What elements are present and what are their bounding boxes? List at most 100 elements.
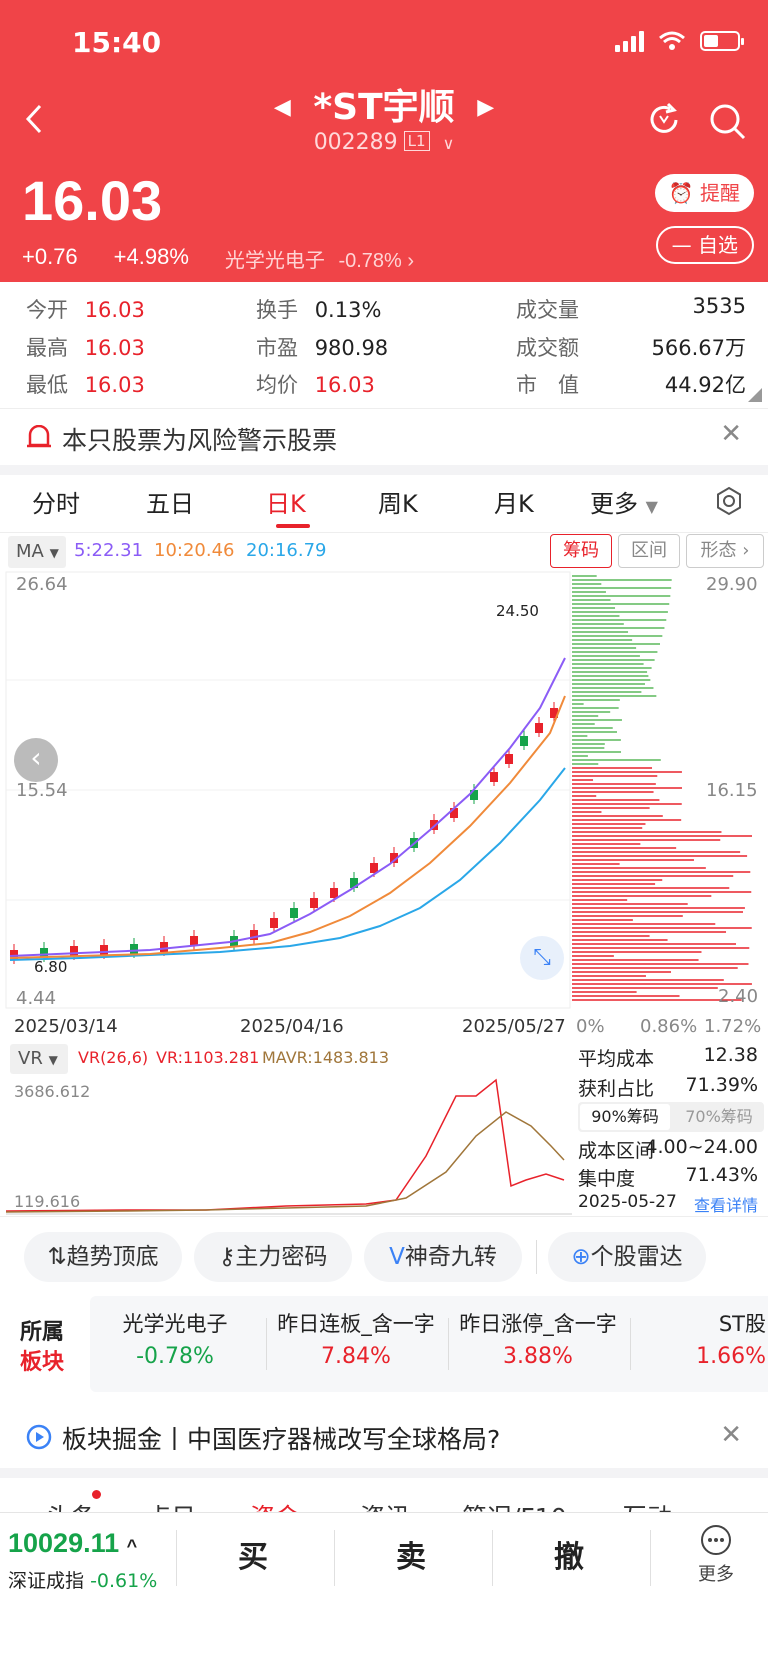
radar-label: 个股雷达 [590, 1244, 683, 1270]
sector-link[interactable]: 光学光电子 -0.78% › [225, 244, 414, 273]
dist-tick-2: 1.72% [704, 1016, 762, 1037]
avg-cost-label: 平均成本 [578, 1048, 655, 1070]
chevron-icon: ᐯ [389, 1244, 405, 1270]
ma5-line [9, 657, 566, 957]
divider [176, 1530, 177, 1586]
tab-more[interactable]: 更多 ▼ [590, 484, 658, 519]
open-item: 今开 16.03 [26, 294, 145, 324]
warning-bell-icon [27, 425, 51, 448]
more-button[interactable]: 更多 [686, 1524, 746, 1586]
low-label: 最低 [26, 373, 68, 397]
sector-list: 光学光电子 -0.78% 昨日连板_含一字 7.84% 昨日涨停_含一字 3.8… [90, 1296, 768, 1392]
sector-item[interactable]: 昨日连板_含一字 7.84% [268, 1308, 444, 1369]
fullscreen-icon[interactable]: ⤡ [520, 936, 564, 980]
info-tab-funds[interactable]: 资金 [250, 1498, 300, 1514]
stock-radar-button[interactable]: ⊕个股雷达 [548, 1232, 706, 1282]
index-change: -0.61% [90, 1570, 158, 1592]
watchlist-button[interactable]: — 自选 [655, 226, 754, 264]
chevron-up-icon: ^ [126, 1536, 138, 1556]
chip-tab-90[interactable]: 90%筹码 [580, 1104, 670, 1130]
tab-daily-k[interactable]: 日K [266, 490, 306, 518]
volume-label-wrap: 成交量 [516, 294, 579, 324]
warning-text: 本只股票为风险警示股票 [62, 426, 338, 455]
vr-param: VR(26,6) [78, 1048, 149, 1067]
range-button[interactable]: 区间 [618, 534, 680, 568]
pe-item: 市盈 980.98 [256, 332, 388, 362]
sector-item-change: -0.78% [136, 1344, 214, 1369]
mcap-label-wrap: 市 值 [516, 369, 579, 399]
info-tab-f10[interactable]: 简况/F10 [462, 1498, 567, 1514]
volume-label: 成交量 [516, 298, 579, 322]
info-tab-interact[interactable]: 互动 [622, 1498, 672, 1514]
refresh-icon[interactable] [646, 102, 682, 138]
index-name-row: 深证成指 -0.61% [8, 1566, 157, 1593]
low-value: 16.03 [84, 373, 145, 397]
stock-code-row[interactable]: 002289 L1 ∨ [0, 130, 768, 155]
next-stock-icon[interactable]: ▶ [477, 95, 495, 120]
info-tab-headline[interactable]: 头条 [46, 1498, 96, 1514]
sector-title-2: 板块 [20, 1350, 65, 1375]
tab-weekly-k[interactable]: 周K [378, 490, 418, 518]
sector-item[interactable]: 光学光电子 -0.78% [90, 1308, 260, 1369]
chevron-down-icon: ∨ [442, 134, 455, 153]
trend-top-bottom-button[interactable]: ⇅趋势顶底 [24, 1232, 182, 1282]
settings-icon[interactable] [714, 486, 744, 516]
date-mid: 2025/04/16 [240, 1016, 344, 1037]
pattern-label: 形态 [700, 540, 737, 561]
ma20-value: 20:16.79 [246, 540, 327, 561]
concentration-label: 集中度 [578, 1168, 636, 1190]
more-label: 更多 [698, 1564, 734, 1585]
chip-tab-70[interactable]: 70%筹码 [685, 1107, 753, 1126]
close-icon[interactable]: ✕ [720, 1420, 742, 1450]
kline-chart[interactable] [0, 568, 768, 1012]
vr-label: VR [18, 1048, 43, 1069]
turnover-value: 0.13% [314, 298, 382, 322]
risk-warning-bar[interactable]: 本只股票为风险警示股票 ✕ [0, 409, 768, 465]
sector-item-name: ST股 [718, 1312, 766, 1336]
high-item: 最高 16.03 [26, 332, 145, 362]
tab-five-day[interactable]: 五日 [146, 490, 194, 518]
divider [536, 1240, 537, 1274]
alert-button[interactable]: ⏰ 提醒 [654, 174, 754, 212]
buy-button[interactable]: 买 [238, 1540, 268, 1575]
low-item: 最低 16.03 [26, 369, 145, 399]
divider [266, 1318, 267, 1370]
index-value[interactable]: 10029.11 ^ [8, 1528, 137, 1559]
news-bar[interactable]: 板块掘金丨中国医疗器械改写全球格局? ✕ [0, 1408, 768, 1468]
chip-button[interactable]: 筹码 [550, 534, 612, 568]
sector-item[interactable]: ST股 1.66% [638, 1308, 768, 1369]
prev-stock-icon[interactable]: ◀ [273, 95, 291, 120]
vr-selector[interactable]: VR ▼ [10, 1044, 68, 1074]
magic-nine-button[interactable]: ᐯ神奇九转 [364, 1232, 522, 1282]
back-icon[interactable] [22, 102, 46, 136]
tab-monthly-k[interactable]: 月K [494, 490, 534, 518]
main-force-code-button[interactable]: ⚷主力密码 [194, 1232, 352, 1282]
mavr-value: MAVR:1483.813 [262, 1048, 390, 1067]
y-axis-mid: 15.54 [16, 780, 68, 801]
info-tab-news[interactable]: 资讯 [360, 1498, 410, 1514]
expand-corner-icon[interactable] [748, 388, 762, 402]
concentration-value: 71.43% [685, 1164, 758, 1186]
avg-label: 均价 [256, 373, 298, 397]
close-icon[interactable]: ✕ [720, 419, 742, 449]
sectors-section: 所属 板块 光学光电子 -0.78% 昨日连板_含一字 7.84% 昨日涨停_含… [0, 1296, 768, 1392]
tab-intraday[interactable]: 分时 [32, 490, 80, 518]
high-price-label: 24.50 [496, 602, 539, 620]
sector-item[interactable]: 昨日涨停_含一字 3.88% [450, 1308, 626, 1369]
info-tab-daily[interactable]: 点日 [146, 1498, 196, 1514]
sell-button[interactable]: 卖 [396, 1540, 426, 1575]
divider [630, 1318, 631, 1370]
pattern-button[interactable]: 形态 › [686, 534, 764, 568]
scroll-left-icon[interactable]: ‹ [14, 738, 58, 782]
search-icon[interactable] [708, 102, 748, 142]
ma-selector[interactable]: MA ▼ [8, 536, 66, 568]
alert-label: 提醒 [700, 181, 740, 205]
mcap-label: 市 值 [516, 373, 579, 397]
cancel-order-button[interactable]: 撤 [554, 1540, 584, 1575]
price-change: +0.76 [22, 244, 78, 269]
magic-nine-label: 神奇九转 [404, 1244, 497, 1270]
bell-icon: ⏰ [668, 181, 694, 205]
view-detail-link[interactable]: 查看详情 [693, 1196, 758, 1215]
ma10-value: 10:20.46 [154, 540, 235, 561]
radar-icon: ⊕ [571, 1244, 591, 1270]
